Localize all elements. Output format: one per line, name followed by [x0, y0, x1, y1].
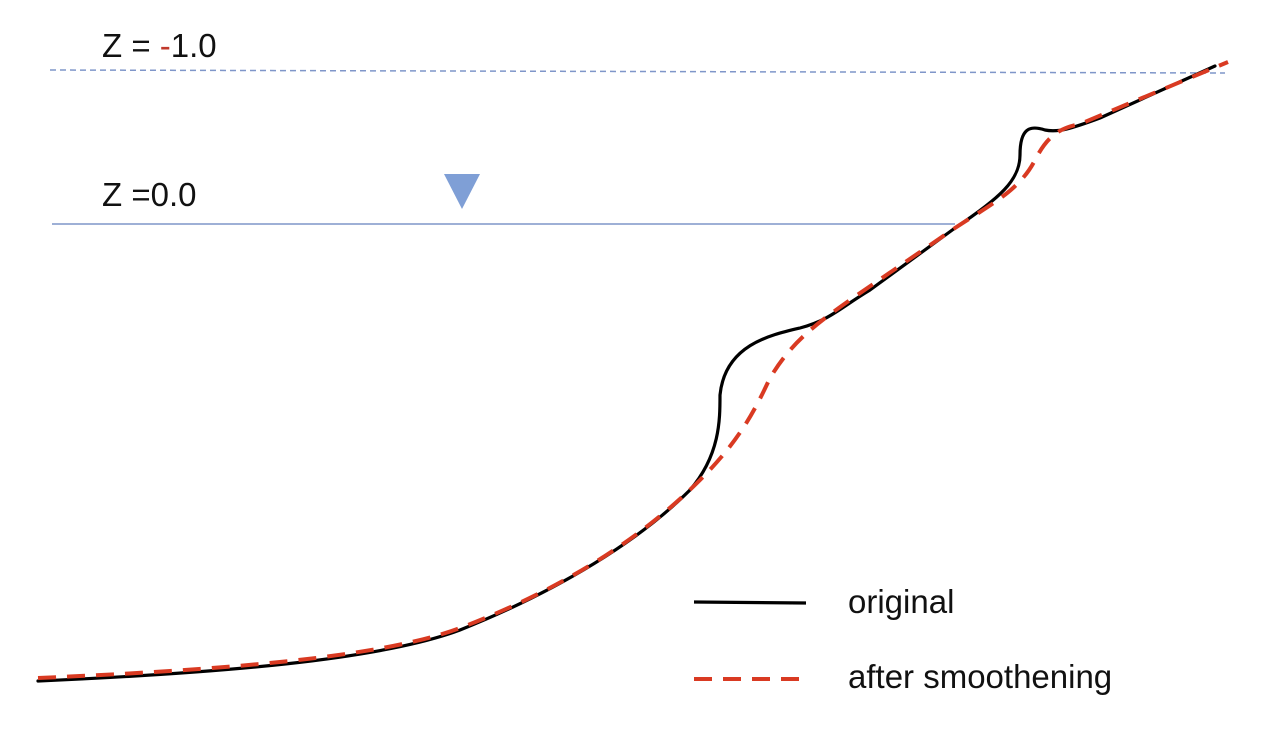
smoothed-profile-line: [37, 60, 1229, 680]
upper-level-prefix: Z =: [102, 27, 160, 64]
legend-smoothed-label: after smoothening: [848, 658, 1112, 695]
upper-level-line: [49, 69, 1226, 74]
water-level-label: Z =0.0: [102, 176, 196, 213]
legend: original after smoothening: [693, 583, 1112, 695]
legend-original-swatch: [693, 600, 807, 605]
upper-level-value: 1.0: [171, 27, 217, 64]
upper-level-label: Z = -1.0: [102, 27, 217, 64]
upper-level-sign: -: [160, 27, 171, 64]
water-level-marker-icon: [444, 174, 480, 209]
legend-original-label: original: [848, 583, 954, 620]
original-profile-line: [36, 64, 1217, 683]
